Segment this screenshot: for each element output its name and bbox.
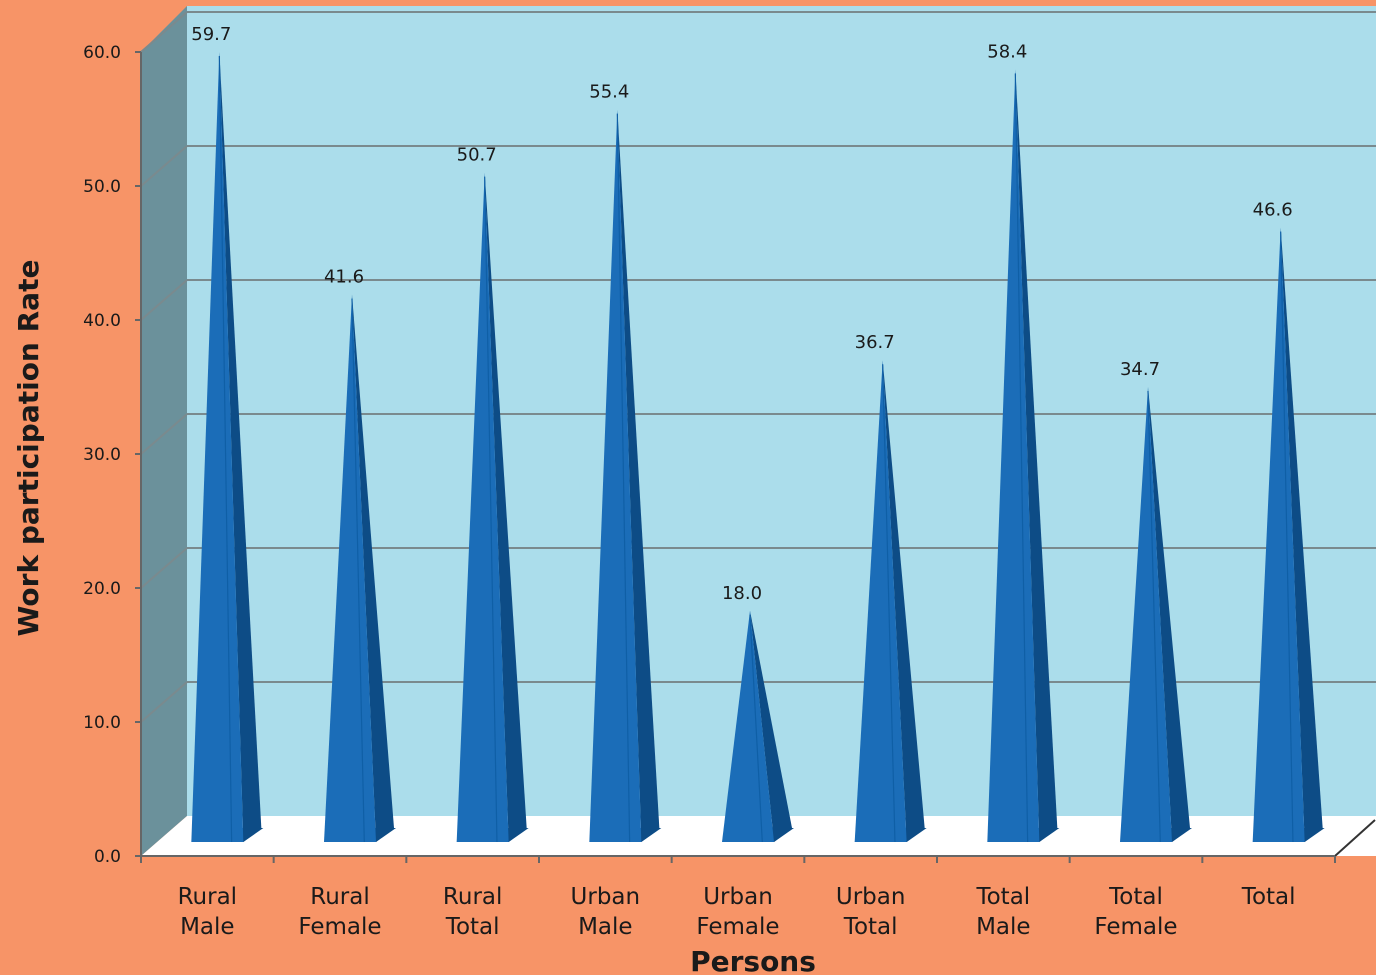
cone-front-face [191, 52, 244, 842]
cone-0 [191, 52, 264, 843]
cone-side-face [219, 52, 262, 842]
cone-side-face [1148, 387, 1190, 842]
cone-front-face [324, 294, 376, 842]
cone-ridge [882, 364, 896, 843]
cone-front-face [1120, 387, 1172, 842]
cone-side-face [1280, 227, 1323, 842]
x-category-label: Total Female [1094, 884, 1177, 940]
y-tick-label: 20.0 [83, 579, 121, 599]
gridlines [140, 11, 1376, 723]
data-label: 59.7 [191, 24, 231, 45]
cone-front-face [854, 360, 907, 842]
cone-6 [987, 69, 1060, 843]
gridline-diagonal [140, 413, 188, 455]
x-category-label: Urban Total [836, 884, 906, 940]
cone-ridge [218, 56, 233, 843]
data-label: 34.7 [1120, 359, 1160, 380]
cone-side-face [617, 109, 660, 842]
cone-front-face [722, 610, 774, 842]
x-category-label: Rural Male [178, 884, 237, 940]
cone-ridge [351, 298, 365, 843]
data-labels: 59.7 41.6 50.7 55.4 18.0 36.7 58.4 34.7 46.6 [191, 24, 1292, 604]
x-category-label-line: Total [843, 914, 898, 940]
y-axis-title: Work participation Rate [12, 260, 45, 637]
cone-ridge [484, 176, 498, 843]
x-category-label-line: Urban [703, 884, 773, 910]
cone-ridge [749, 614, 763, 843]
cone-5 [854, 360, 927, 843]
data-label: 18.0 [722, 583, 762, 604]
cone-side-face [484, 172, 527, 842]
x-category-label-line: Rural [178, 884, 237, 910]
x-category-label-line: Urban [836, 884, 906, 910]
cone-front-face [456, 172, 509, 842]
x-category-label-line: Male [180, 914, 234, 940]
floor-right-edge [1334, 819, 1376, 857]
cone-4 [722, 610, 794, 843]
x-category-label: Total Male [975, 884, 1030, 940]
data-label: 50.7 [457, 145, 497, 166]
x-axis-title: Persons [690, 945, 816, 975]
side-wall [141, 6, 187, 856]
cone-series [191, 52, 1325, 843]
x-category-label-line: Female [298, 914, 381, 940]
x-category-label-line: Urban [571, 884, 641, 910]
x-category-label-line: Female [696, 914, 779, 940]
gridline-diagonal [140, 11, 188, 53]
cone-ridge [1014, 73, 1029, 843]
cone-side-face [750, 610, 792, 842]
x-category-label-line: Male [976, 914, 1030, 940]
y-tick-label: 0.0 [94, 847, 121, 867]
data-label: 36.7 [855, 332, 895, 353]
x-category-label-line: Rural [310, 884, 369, 910]
y-tick-label: 10.0 [83, 713, 121, 733]
cone-2 [456, 172, 529, 843]
cone-3 [589, 109, 662, 843]
y-tick-label: 50.0 [83, 177, 121, 197]
cone-7 [1120, 387, 1192, 843]
x-category-label: Urban Male [571, 884, 641, 940]
cone-side-face [352, 294, 394, 842]
data-label: 46.6 [1253, 200, 1293, 221]
x-category-label-line: Female [1094, 914, 1177, 940]
cone-side-face [882, 360, 925, 842]
x-category-label-line: Total [1108, 884, 1163, 910]
cone-ridge [1280, 231, 1294, 843]
data-label: 55.4 [589, 82, 629, 103]
y-tick-labels: 0.0 10.0 20.0 30.0 40.0 50.0 60.0 [83, 43, 141, 867]
cone-front-face [1252, 227, 1305, 842]
cone-ridge [1147, 391, 1161, 843]
y-tick-label: 40.0 [83, 311, 121, 331]
gridline-diagonal [140, 145, 188, 187]
cone-ridge [616, 113, 631, 843]
gridline-diagonal [140, 681, 188, 723]
x-category-label-line: Male [578, 914, 632, 940]
x-category-label-line: Total [445, 914, 500, 940]
cone-1 [324, 294, 396, 843]
cone-8 [1252, 227, 1325, 843]
cone-side-face [1015, 69, 1058, 842]
x-category-label: Total [1241, 884, 1296, 910]
x-category-label: Urban Female [696, 884, 779, 940]
data-label: 41.6 [324, 267, 364, 288]
x-category-label: Rural Female [298, 884, 381, 940]
cone-front-face [987, 69, 1040, 842]
gridline-diagonal [140, 547, 188, 589]
y-tick-label: 60.0 [83, 43, 121, 63]
x-category-label-line: Total [1241, 884, 1296, 910]
cone-front-face [589, 109, 642, 842]
x-category-label: Rural Total [443, 884, 502, 940]
data-label: 58.4 [987, 41, 1027, 62]
x-category-label-line: Rural [443, 884, 502, 910]
gridline-diagonal [140, 279, 188, 321]
y-tick-label: 30.0 [83, 445, 121, 465]
x-category-label-line: Total [975, 884, 1030, 910]
